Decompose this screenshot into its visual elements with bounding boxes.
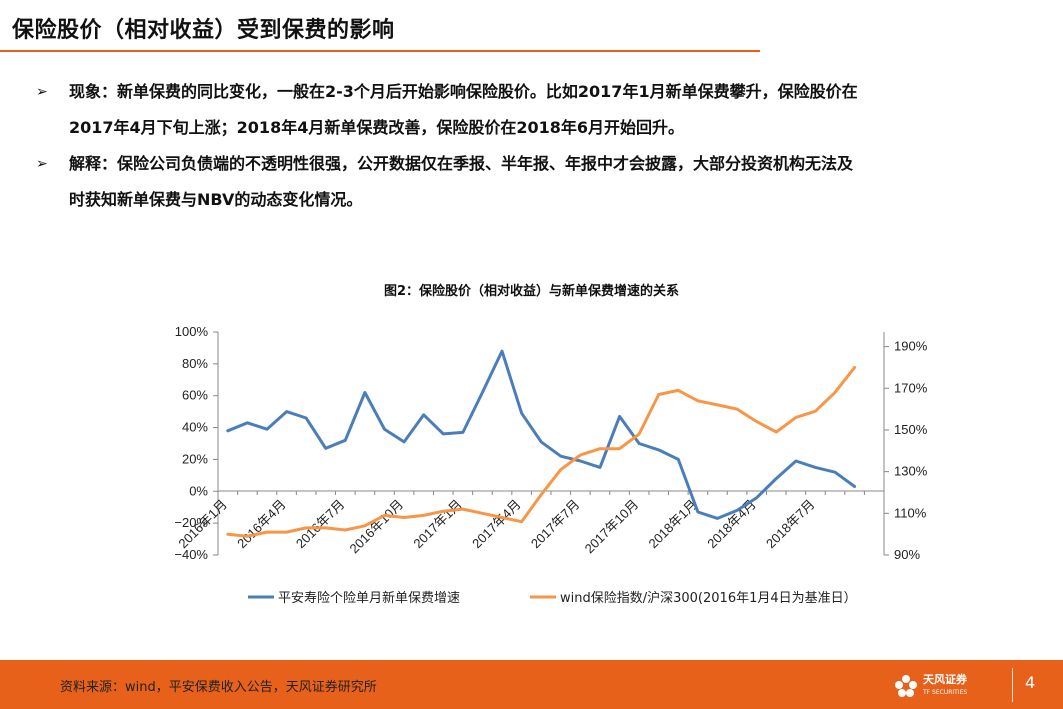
x-tick-label: 2018年7月 [763,497,818,552]
x-tick-label: 2016年4月 [234,497,289,552]
bullet-arrow-icon: ➢ [36,156,48,172]
page-number: 4 [1025,673,1036,692]
right-tick-label: 170% [894,380,928,395]
logo-name: 天风证券 [923,673,967,686]
company-logo: 天风证券 TF SECURITIES [893,671,983,701]
bullet-line: 现象：新单保费的同比变化，一般在2-3个月后开始影响保险股价。比如2017年1月… [69,82,858,101]
series-line-2 [226,365,857,538]
left-tick-label: 20% [182,451,208,466]
bullet-arrow-icon: ➢ [36,84,48,100]
bullet-phenomenon: ➢ 现象：新单保费的同比变化，一般在2-3个月后开始影响保险股价。比如2017年… [36,74,1046,146]
page-number-divider [1012,668,1013,702]
right-tick-label: 130% [894,464,928,479]
left-tick-label: 0% [189,483,208,498]
title-underline [0,50,760,52]
chart-title: 图2：保险股价（相对收益）与新单保费增速的关系 [383,284,680,299]
chart-axes: 100% 80% 60% 40% 20% 0% −20% −40% 190% 170% 150% 13… [174,324,927,562]
footer-bar [0,660,1063,709]
left-tick-label: −20% [174,515,208,530]
right-tick-label: 190% [894,339,928,354]
bullet-line: 解释：保险公司负债端的不透明性很强，公开数据仅在季报、半年报、年报中才会披露，大… [69,154,854,173]
bullet-line: 时获知新单保费与NBV的动态变化情况。 [69,190,363,209]
right-tick-label: 90% [894,547,920,562]
bullet-explanation: ➢ 解释：保险公司负债端的不透明性很强，公开数据仅在季报、半年报、年报中才会披露… [36,146,1046,218]
x-tick-label: 2017年4月 [469,497,524,552]
left-tick-label: 100% [175,324,209,339]
logo-subtitle: TF SECURITIES [923,689,968,696]
left-tick-label: 60% [182,388,208,403]
x-tick-label: 2016年7月 [293,497,348,552]
page-title: 保险股价（相对收益）受到保费的影响 [12,18,395,43]
flower-logo-icon [893,673,919,699]
right-tick-label: 110% [894,505,927,520]
source-note: 资料来源：wind，平安保费收入公告，天风证券研究所 [60,680,377,695]
logo-wordmark: 天风证券 TF SECURITIES [923,673,967,699]
x-tick-label: 2018年1月 [645,497,700,552]
bullet-list: ➢ 现象：新单保费的同比变化，一般在2-3个月后开始影响保险股价。比如2017年… [36,74,1046,218]
left-tick-label: 80% [182,356,208,371]
x-tick-label: 2017年7月 [528,497,583,552]
left-tick-label: 40% [182,420,208,435]
right-tick-label: 150% [894,422,928,437]
line-chart: 100% 80% 60% 40% 20% 0% −20% −40% 190% 170% 150% 13… [174,324,927,606]
left-tick-label: −40% [174,547,208,562]
bullet-line: 2017年4月下旬上涨；2018年4月新单保费改善，保险股价在2018年6月开始… [69,118,684,137]
series-line-1 [226,349,857,520]
legend-label-1: 平安寿险个险单月新单保费增速 [278,590,460,606]
chart-legend: 平安寿险个险单月新单保费增速 wind保险指数/沪深300(2016年1月4日为基… [248,590,857,606]
legend-label-2: wind保险指数/沪深300(2016年1月4日为基准日） [560,590,857,606]
chart-series [226,349,857,538]
x-tick-label: 2018年4月 [704,497,759,552]
x-tick-label: 2017年1月 [410,497,465,552]
x-tick-label: 2017年10月 [582,497,642,557]
